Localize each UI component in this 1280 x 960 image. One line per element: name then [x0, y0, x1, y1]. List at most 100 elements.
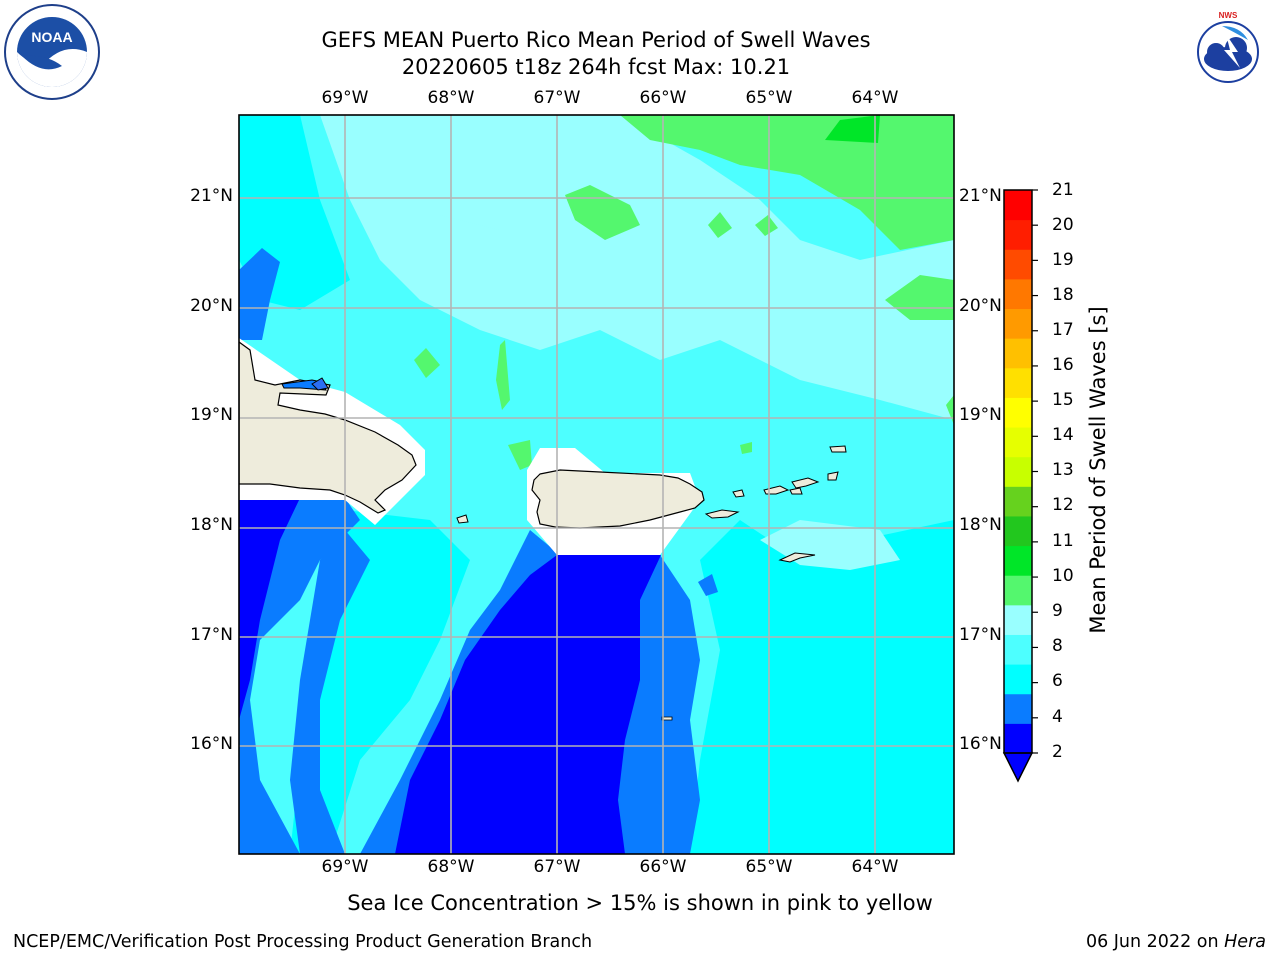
- contour-fill-2-4: [239, 498, 360, 854]
- contour-fill-9-10: [740, 442, 752, 454]
- island: [778, 552, 816, 563]
- island: [704, 509, 740, 519]
- contour-fill-2-4: [239, 248, 280, 340]
- lon-label-bottom: 65°W: [745, 857, 793, 877]
- colorbar-segment: [1004, 249, 1032, 280]
- nws-logo: NWS: [1178, 4, 1278, 100]
- graticule: [239, 115, 954, 854]
- colorbar-segment: [1004, 664, 1032, 695]
- colorbar-tick-label: 14: [1052, 425, 1074, 445]
- contour-fill-9-10: [620, 115, 954, 250]
- colorbar-segment: [1004, 515, 1032, 547]
- footer-credit: NCEP/EMC/Verification Post Processing Pr…: [13, 932, 593, 952]
- colorbar: [1002, 189, 1038, 783]
- lat-label-right: 19°N: [959, 405, 1002, 425]
- sea-ice-note: Sea Ice Concentration > 15% is shown in …: [347, 891, 933, 915]
- island: [732, 489, 745, 498]
- contour-fill-lt-2: [239, 498, 300, 720]
- lat-label-left: 21°N: [190, 186, 233, 206]
- colorbar-segment: [1004, 604, 1032, 635]
- colorbar-tick-label: 6: [1052, 671, 1063, 691]
- colorbar-segment: [1004, 486, 1032, 517]
- colorbar-segment: [1004, 367, 1032, 398]
- colorbar-tick-label: 13: [1052, 460, 1074, 480]
- island: [829, 445, 847, 453]
- contour-fill-10-11: [825, 115, 880, 143]
- colorbar-segment: [1004, 634, 1032, 665]
- footer-date: 06 Jun 2022 on Hera: [1086, 932, 1266, 952]
- contour-fill-2-4: [698, 574, 718, 596]
- lat-label-right: 21°N: [959, 186, 1002, 206]
- island: [456, 514, 469, 524]
- lat-label-left: 17°N: [190, 625, 233, 645]
- contour-fill-9-10: [508, 440, 532, 470]
- colorbar-label: Mean Period of Swell Waves [s]: [1086, 306, 1110, 634]
- colorbar-tick-label: 21: [1052, 180, 1074, 200]
- island: [791, 477, 820, 489]
- island: [789, 487, 803, 495]
- island: [763, 485, 790, 495]
- footer-host: Hera: [1224, 932, 1266, 952]
- lon-label-top: 65°W: [745, 88, 793, 108]
- colorbar-tick-label: 20: [1052, 215, 1074, 235]
- island: [827, 471, 839, 481]
- colorbar-tick-label: 18: [1052, 285, 1074, 305]
- contour-fill-8-9: [320, 115, 954, 420]
- colorbar-segment: [1004, 278, 1032, 310]
- contour-fill-4-6: [690, 520, 954, 854]
- lat-label-left: 19°N: [190, 405, 233, 425]
- colorbar-tick-label: 15: [1052, 390, 1074, 410]
- colorbar-segment: [1004, 723, 1032, 754]
- colorbar-tick-label: 12: [1052, 495, 1074, 515]
- colorbar-segment: [1004, 693, 1032, 724]
- contour-fill-9-10: [755, 215, 778, 236]
- contour-fill-2-4: [290, 530, 370, 854]
- colorbar-segment: [1004, 545, 1032, 576]
- lat-label-left: 16°N: [190, 734, 233, 754]
- colorbar-tick-label: 19: [1052, 250, 1074, 270]
- colorbar-tick-label: 4: [1052, 707, 1063, 727]
- lat-label-left: 20°N: [190, 296, 233, 316]
- contour-fill-9-10: [496, 340, 510, 410]
- colorbar-tick-label: 2: [1052, 742, 1063, 762]
- lon-label-bottom: 64°W: [851, 857, 899, 877]
- lon-label-top: 67°W: [533, 88, 581, 108]
- colorbar-segment: [1004, 308, 1032, 339]
- colorbar-tick-label: 10: [1052, 566, 1074, 586]
- contour-fill-lt-2: [395, 555, 661, 854]
- lon-label-top: 68°W: [427, 88, 475, 108]
- lon-label-bottom: 69°W: [321, 857, 369, 877]
- lat-label-right: 17°N: [959, 625, 1002, 645]
- colorbar-tick-label: 11: [1052, 531, 1074, 551]
- colorbar-segment: [1004, 397, 1032, 428]
- svg-text:NWS: NWS: [1219, 11, 1238, 20]
- chart-title: GEFS MEAN Puerto Rico Mean Period of Swe…: [321, 28, 871, 52]
- contour-fill-8-9: [390, 215, 500, 270]
- colorbar-tick-label: 9: [1052, 601, 1063, 621]
- colorbar-segment: [1004, 456, 1032, 487]
- contour-fill-9-10: [708, 212, 732, 238]
- colorbar-segment: [1004, 219, 1032, 250]
- noaa-logo: NOAA: [2, 4, 102, 100]
- island: [661, 716, 673, 721]
- lon-label-top: 69°W: [321, 88, 369, 108]
- colorbar-segment: [1004, 338, 1032, 369]
- footer-date-text: 06 Jun 2022 on: [1085, 932, 1225, 952]
- lat-label-right: 20°N: [959, 296, 1002, 316]
- colorbar-segment: [1004, 190, 1032, 221]
- lat-label-left: 18°N: [190, 515, 233, 535]
- colorbar-tick-label: 8: [1052, 636, 1063, 656]
- contour-fill-9-10: [414, 348, 440, 378]
- lon-label-top: 66°W: [639, 88, 687, 108]
- colorbar-tick-label: 16: [1052, 355, 1074, 375]
- colorbar-segment: [1004, 575, 1032, 606]
- lat-label-right: 18°N: [959, 515, 1002, 535]
- puerto-rico-land: [531, 469, 705, 529]
- colorbar-extend-triangle: [1002, 752, 1034, 783]
- chart-subtitle-forecast: 20220605 t18z 264h fcst Max: 10.21: [401, 55, 791, 79]
- island: [311, 377, 329, 391]
- svg-text:NOAA: NOAA: [31, 29, 72, 45]
- lon-label-bottom: 67°W: [533, 857, 581, 877]
- lon-label-bottom: 66°W: [639, 857, 687, 877]
